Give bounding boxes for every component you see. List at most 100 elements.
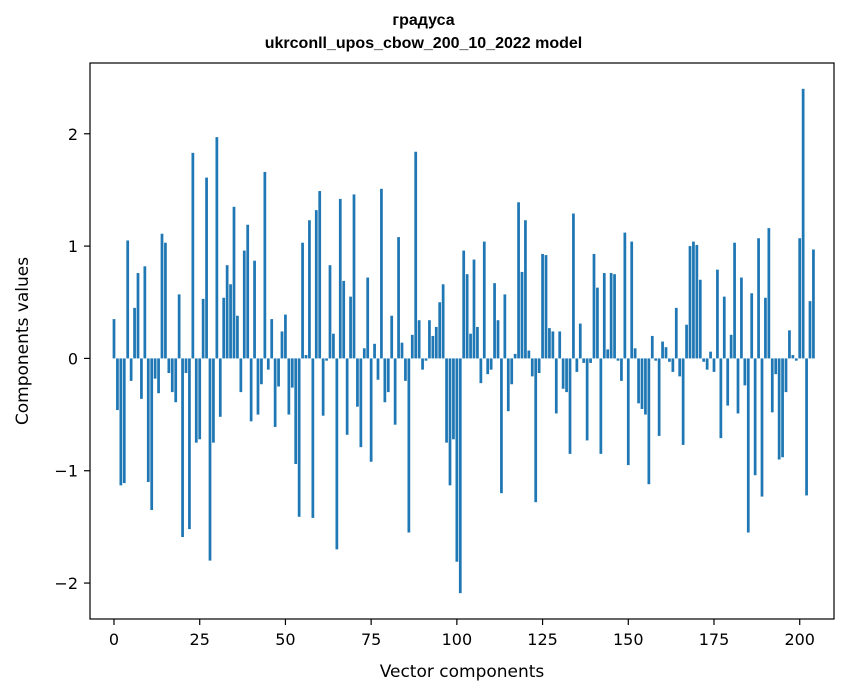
bar-component-131 xyxy=(561,358,565,389)
bar-component-67 xyxy=(342,280,346,359)
bar-component-109 xyxy=(486,358,490,375)
bar-component-201 xyxy=(801,88,805,359)
bar-component-41 xyxy=(253,260,256,359)
bar-component-77 xyxy=(376,358,380,380)
ticks-group: 0 25 50 75 100 125 150 175 200 −2 −1 0 1 2 xyxy=(54,125,815,649)
bar-component-35 xyxy=(232,206,236,359)
bar-component-114 xyxy=(503,294,507,359)
bar-component-104 xyxy=(469,333,472,359)
bar-component-124 xyxy=(537,358,541,374)
bar-component-200 xyxy=(798,238,802,359)
y-tick-label: −1 xyxy=(54,462,78,481)
bar-component-51 xyxy=(287,358,291,415)
bar-component-73 xyxy=(362,348,366,359)
bar-component-72 xyxy=(359,358,363,448)
bar-component-54 xyxy=(297,358,301,517)
bar-component-55 xyxy=(301,242,304,359)
y-tick-label: −2 xyxy=(54,574,78,593)
x-tick-label: 50 xyxy=(275,630,295,649)
bar-component-132 xyxy=(565,358,568,393)
bar-component-52 xyxy=(290,358,294,388)
bar-component-160 xyxy=(661,341,664,359)
bars-group xyxy=(112,88,815,594)
bar-component-130 xyxy=(558,331,562,359)
bar-component-57 xyxy=(308,220,311,359)
bar-component-108 xyxy=(482,241,486,359)
bar-component-135 xyxy=(575,358,579,372)
bar-component-156 xyxy=(647,358,651,485)
bar-component-11 xyxy=(150,358,154,511)
bar-component-65 xyxy=(335,358,339,550)
bar-component-202 xyxy=(805,358,808,496)
bar-component-82 xyxy=(393,358,397,425)
bar-component-140 xyxy=(592,253,596,359)
bar-component-179 xyxy=(726,358,730,406)
bar-component-88 xyxy=(414,151,418,359)
bar-component-164 xyxy=(674,307,678,359)
bar-component-203 xyxy=(808,301,812,359)
bar-component-79 xyxy=(383,358,387,403)
bar-component-21 xyxy=(184,358,188,374)
bar-component-128 xyxy=(551,331,555,359)
bar-component-38 xyxy=(242,250,246,359)
bar-component-78 xyxy=(380,188,383,359)
bar-component-193 xyxy=(774,358,778,375)
bar-component-7 xyxy=(136,273,140,359)
bar-component-63 xyxy=(328,265,332,359)
bar-component-17 xyxy=(170,358,174,393)
x-tick-label: 25 xyxy=(190,630,210,649)
bar-component-139 xyxy=(589,358,592,363)
bar-component-103 xyxy=(465,274,469,359)
bar-component-155 xyxy=(644,358,647,415)
bar-component-110 xyxy=(489,358,493,370)
bar-component-169 xyxy=(692,241,695,359)
bar-component-24 xyxy=(194,358,198,443)
bar-component-113 xyxy=(500,358,503,494)
x-tick-label: 75 xyxy=(361,630,381,649)
bar-component-56 xyxy=(304,355,308,359)
bar-component-159 xyxy=(657,358,661,436)
bar-component-195 xyxy=(781,358,784,458)
bar-component-93 xyxy=(431,335,435,359)
bar-component-150 xyxy=(626,358,630,466)
bar-component-15 xyxy=(164,242,167,359)
bar-component-105 xyxy=(472,259,476,359)
bar-component-188 xyxy=(757,238,760,359)
bar-component-60 xyxy=(318,191,322,359)
bar-component-137 xyxy=(582,358,586,363)
bar-component-25 xyxy=(198,358,202,440)
bar-component-116 xyxy=(510,358,514,385)
bar-component-183 xyxy=(740,277,743,359)
bar-component-94 xyxy=(434,326,438,359)
bar-component-45 xyxy=(266,358,270,370)
bar-component-27 xyxy=(205,177,208,359)
bar-component-34 xyxy=(229,284,232,359)
x-tick-label: 0 xyxy=(109,630,119,649)
bar-component-18 xyxy=(174,358,178,403)
bar-component-158 xyxy=(654,358,658,361)
bar-component-117 xyxy=(513,353,517,359)
bar-component-197 xyxy=(788,330,791,359)
bar-component-92 xyxy=(428,320,431,359)
bar-component-184 xyxy=(743,358,747,386)
bar-component-167 xyxy=(685,324,688,359)
bar-component-118 xyxy=(517,202,520,359)
bar-component-29 xyxy=(212,358,215,443)
bar-component-49 xyxy=(280,331,284,359)
bar-component-101 xyxy=(458,358,462,594)
bar-component-33 xyxy=(225,265,229,359)
x-axis-label: Vector components xyxy=(380,662,545,682)
bar-component-62 xyxy=(325,358,328,361)
bar-component-23 xyxy=(191,152,195,359)
bar-component-190 xyxy=(764,297,767,359)
bar-component-14 xyxy=(160,233,164,359)
bar-component-96 xyxy=(441,284,445,359)
y-tick-label: 1 xyxy=(68,237,78,256)
bar-component-138 xyxy=(585,358,589,441)
bar-component-187 xyxy=(753,358,757,476)
bar-component-121 xyxy=(527,350,531,359)
bar-component-80 xyxy=(386,358,390,393)
bar-component-76 xyxy=(373,343,376,359)
